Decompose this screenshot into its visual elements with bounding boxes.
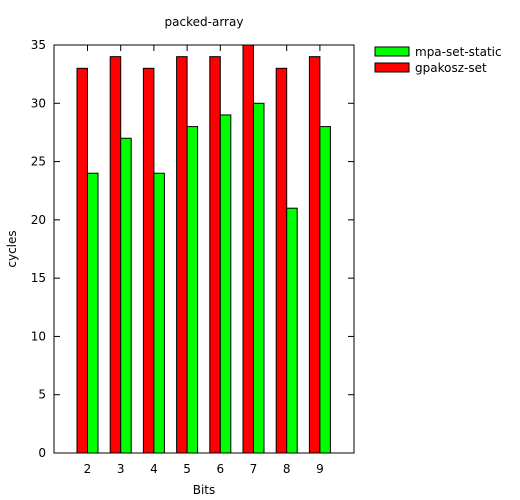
x-axis-label: Bits xyxy=(193,483,216,497)
y-tick-label: 5 xyxy=(38,388,46,402)
bar-gpakosz-set xyxy=(76,67,88,454)
chart-title: packed-array xyxy=(165,15,244,29)
bar-gpakosz-set xyxy=(142,67,155,454)
bar-mpa-set-static xyxy=(120,137,132,454)
bar-gpakosz-set xyxy=(176,56,188,454)
legend-label: gpakosz-set xyxy=(415,61,487,75)
bar-mpa-set-static xyxy=(286,207,298,454)
legend-label: mpa-set-static xyxy=(415,45,502,59)
x-tick-label: 2 xyxy=(84,462,92,476)
bar-mpa-set-static xyxy=(219,114,232,454)
legend: mpa-set-static gpakosz-set xyxy=(374,45,502,75)
bar-mpa-set-static xyxy=(186,126,199,454)
bar-gpakosz-set xyxy=(109,56,122,454)
x-tick-label: 3 xyxy=(117,462,125,476)
legend-swatch xyxy=(374,46,410,57)
bar-gpakosz-set xyxy=(242,44,254,454)
y-tick-label: 35 xyxy=(31,38,46,52)
x-tick-label: 9 xyxy=(316,462,324,476)
x-tick-label: 8 xyxy=(283,462,291,476)
bar-mpa-set-static xyxy=(153,172,165,454)
plot-area: 0 5 10 15 20 25 30 35 2 3 4 5 6 7 8 9 xyxy=(31,38,355,476)
y-tick-label: 25 xyxy=(31,155,46,169)
bar-mpa-set-static xyxy=(87,172,99,454)
y-axis-label: cycles xyxy=(5,230,19,267)
x-tick-label: 6 xyxy=(216,462,224,476)
bar-gpakosz-set xyxy=(308,56,321,454)
x-tick-label: 5 xyxy=(183,462,191,476)
bar-gpakosz-set xyxy=(209,56,221,454)
y-tick-label: 10 xyxy=(31,329,46,343)
plot-frame xyxy=(53,44,355,454)
bar-mpa-set-static xyxy=(319,126,331,454)
legend-swatch xyxy=(374,62,410,73)
x-tick-label: 4 xyxy=(150,462,158,476)
y-tick-label: 0 xyxy=(38,446,46,460)
y-tick-label: 30 xyxy=(31,96,46,110)
bar-mpa-set-static xyxy=(253,102,265,454)
x-tick-label: 7 xyxy=(250,462,258,476)
bar-gpakosz-set xyxy=(275,67,288,454)
y-tick-label: 20 xyxy=(31,213,46,227)
y-tick-label: 15 xyxy=(31,271,46,285)
